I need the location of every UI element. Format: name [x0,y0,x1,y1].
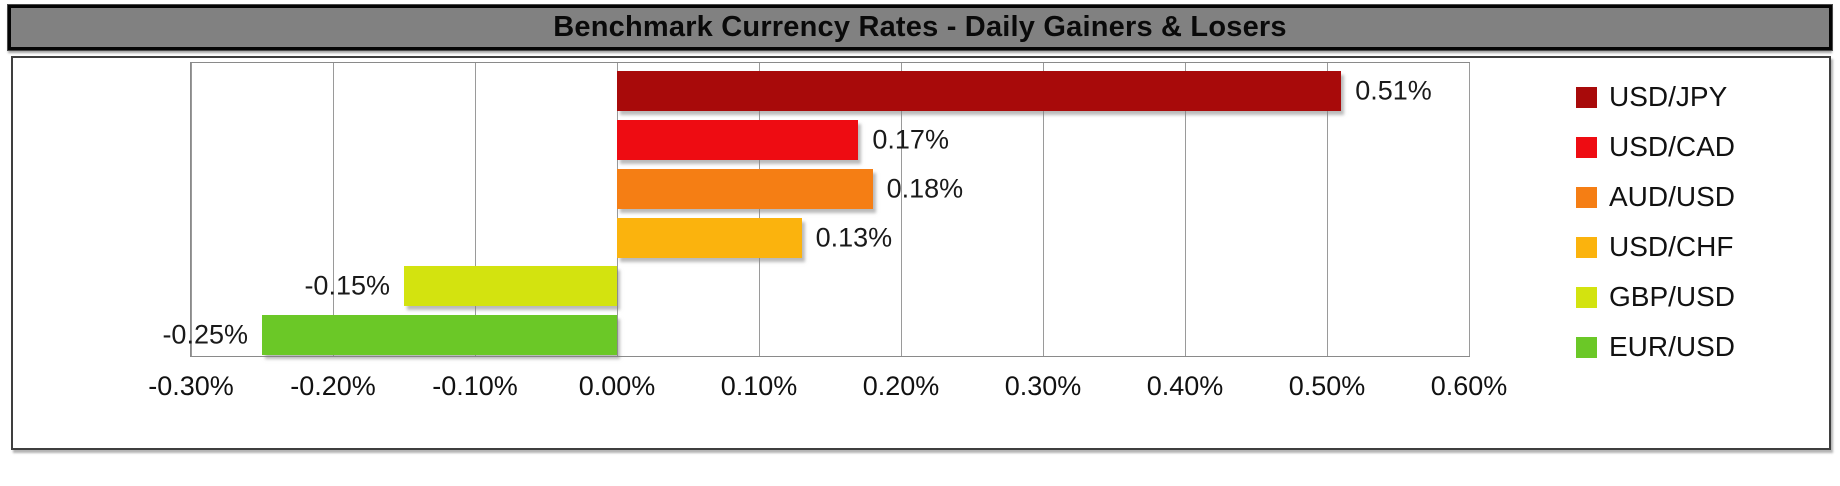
gridline [1043,63,1044,356]
bar-usd-chf [617,217,802,258]
legend-swatch-icon [1576,136,1597,158]
gridline [475,63,476,356]
gridline [901,63,902,356]
gridline [617,63,618,356]
page-title: Benchmark Currency Rates - Daily Gainers… [553,11,1287,43]
legend-item-gbp-usd: GBP/USD [1576,272,1735,322]
bar-gbp-usd [404,266,617,307]
bar-value-label-usd-jpy: 0.51% [1355,75,1432,106]
x-tick-label: 0.00% [578,371,656,401]
gridline [191,63,192,356]
plot-area: 0.51% 0.17% 0.18% 0.13% -0.15% -0.25% [162,62,1470,357]
bar-eur-usd [262,315,617,356]
x-tick-label: 0.20% [862,371,940,401]
legend-swatch-icon [1576,236,1597,258]
gridline [759,63,760,356]
legend: USD/JPY USD/CAD AUD/USD USD/CHF GBP/USD EUR/U… [1576,72,1735,372]
legend-item-eur-usd: EUR/USD [1576,322,1735,372]
bar-value-label-eur-usd: -0.25% [162,319,248,350]
gridline [1469,63,1470,356]
legend-swatch-icon [1576,86,1597,108]
legend-item-usd-jpy: USD/JPY [1576,72,1735,122]
legend-item-usd-cad: USD/CAD [1576,122,1735,172]
x-tick-label: 0.40% [1146,371,1224,401]
bar-usd-jpy [617,71,1342,111]
legend-item-usd-chf: USD/CHF [1576,222,1735,272]
legend-label: EUR/USD [1609,331,1736,362]
gridline [1185,63,1186,356]
legend-swatch-icon [1576,336,1597,358]
x-tick-label: 0.60% [1430,371,1508,401]
chart-title-bar: Benchmark Currency Rates - Daily Gainers… [7,4,1833,51]
legend-label: USD/CHF [1609,231,1734,262]
legend-label: USD/JPY [1609,81,1728,112]
gridline [1327,63,1328,356]
bar-value-label-usd-chf: 0.13% [815,222,893,252]
legend-label: AUD/USD [1609,181,1736,212]
x-tick-label: -0.10% [432,371,518,401]
bar-usd-cad [617,119,859,160]
legend-swatch-icon [1576,286,1597,308]
bar-value-label-gbp-usd: -0.15% [304,270,390,301]
bar-value-label-usd-cad: 0.17% [872,124,949,155]
gridline [333,63,334,356]
bar-aud-usd [617,168,873,209]
x-tick-label: -0.30% [148,371,234,401]
x-tick-label: 0.50% [1288,371,1366,401]
legend-swatch-icon [1576,186,1597,208]
x-tick-label: 0.10% [720,371,798,401]
legend-item-aud-usd: AUD/USD [1576,172,1735,222]
legend-label: USD/CAD [1609,131,1736,162]
bar-value-label-aud-usd: 0.18% [886,173,964,204]
x-tick-label: -0.20% [290,371,376,401]
legend-label: GBP/USD [1609,281,1736,312]
x-tick-label: 0.30% [1004,371,1082,401]
